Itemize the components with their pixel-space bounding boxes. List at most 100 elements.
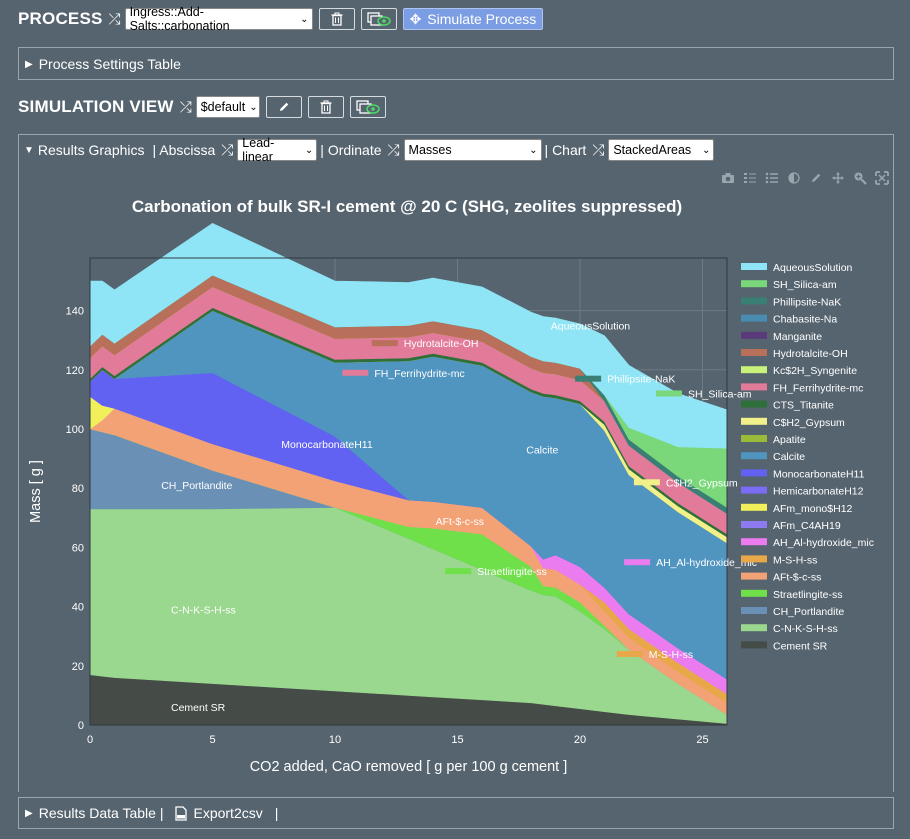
y-tick-label: 20 xyxy=(72,661,84,673)
chevron-down-icon: ⌄ xyxy=(300,13,309,25)
x-tick-label: 25 xyxy=(696,734,708,746)
delete-process-button[interactable] xyxy=(318,8,355,30)
shuffle-icon[interactable]: ⤮ xyxy=(108,10,121,28)
process-settings-panel[interactable]: ▶ Process Settings Table xyxy=(18,47,894,80)
legend-item-label: AFm_C4AH19 xyxy=(773,520,841,532)
results-graphics-panel xyxy=(18,134,894,792)
results-graphics-label[interactable]: Results Graphics xyxy=(37,142,145,158)
y-tick-label: 140 xyxy=(66,306,84,318)
process-title: PROCESS xyxy=(18,9,103,28)
compare-data-icon[interactable] xyxy=(742,171,758,185)
legend-item-label: Kc$2H_Syngenite xyxy=(773,365,857,377)
pan-icon[interactable] xyxy=(830,171,846,185)
legend-swatch xyxy=(741,280,767,288)
legend-item-label: FH_Ferrihydrite-mc xyxy=(773,382,863,394)
legend-swatch xyxy=(741,521,767,528)
simulation-bar: SIMULATION VIEW ⤮ $default ⌄ xyxy=(18,96,386,118)
annotation-label: AH_Al-hydroxide_mic xyxy=(656,557,757,569)
results-bar: ▼ Results Graphics | Abscissa ⤮ Lead-lin… xyxy=(24,136,715,164)
results-data-table-label: Results Data Table | xyxy=(38,805,164,821)
plot-frame xyxy=(89,257,728,726)
shuffle-icon[interactable]: ⤮ xyxy=(221,141,234,159)
shuffle-icon[interactable]: ⤮ xyxy=(179,98,192,116)
y-axis-label: Mass [ g ] xyxy=(28,460,44,523)
process-settings-label: Process Settings Table xyxy=(38,56,181,72)
legend-item-label: M-S-H-ss xyxy=(773,554,817,566)
legend-swatch xyxy=(741,607,767,614)
ordinate-select[interactable]: Masses ⌄ xyxy=(403,139,542,161)
legend-item-label: AH_Al-hydroxide_mic xyxy=(773,537,874,549)
pencil-icon[interactable] xyxy=(808,171,824,185)
x-tick-label: 0 xyxy=(87,734,93,746)
annotation-marker xyxy=(494,446,521,453)
legend-swatch xyxy=(741,469,767,477)
pencil-icon xyxy=(279,102,289,111)
abscissa-label: | Abscissa xyxy=(152,142,216,158)
annotation-label: FH_Ferrihydrite-mc xyxy=(374,368,464,380)
annotation-label: Hydrotalcite-OH xyxy=(404,338,479,350)
legend-item-label: Phillipsite-NaK xyxy=(773,296,841,308)
legend-swatch xyxy=(741,589,767,597)
chevron-down-icon: ⌄ xyxy=(701,144,711,156)
legend-swatch xyxy=(741,400,767,408)
annotation-marker xyxy=(518,322,545,329)
export-csv-button[interactable]: Export2csv xyxy=(193,805,263,821)
expand-triangle-icon: ▶ xyxy=(25,58,33,70)
csv-file-icon[interactable] xyxy=(175,805,188,821)
simulate-process-button[interactable]: ✥ Simulate Process xyxy=(402,8,544,30)
legend-item-label: C-N-K-S-H-ss xyxy=(773,623,838,635)
delete-simulation-button[interactable] xyxy=(307,96,344,118)
annotation-label: CH_Portlandite xyxy=(161,480,232,492)
annotation-label: M-S-H-ss xyxy=(649,649,693,661)
legend-swatch xyxy=(741,297,767,305)
stacked-area-chart[interactable]: 0 20 40 60 80 100 120 140 0 5 10 15 20 25 Carbonation … xyxy=(18,166,894,792)
legend-swatch xyxy=(741,366,767,374)
chart-select[interactable]: StackedAreas ⌄ xyxy=(608,139,715,161)
annotation-marker xyxy=(655,390,682,397)
legend-swatch xyxy=(741,314,767,322)
edit-simulation-button[interactable] xyxy=(265,96,302,118)
process-select[interactable]: Ingress::Add-Salts::carbonation ⌄ xyxy=(124,5,313,33)
annotation-marker xyxy=(249,440,276,447)
annotation-label: Phillipsite-NaK xyxy=(607,374,675,386)
legend-item-label: Manganite xyxy=(773,331,822,343)
legend-item-label: Cement SR xyxy=(773,640,828,652)
zoom-icon[interactable] xyxy=(852,171,868,185)
y-tick-label: 100 xyxy=(66,424,84,436)
autoscale-icon[interactable] xyxy=(874,171,890,185)
list-icon[interactable] xyxy=(764,171,780,185)
results-data-table-panel[interactable]: ▶ Results Data Table | Export2csv | xyxy=(18,797,894,829)
legend-swatch xyxy=(741,349,767,356)
x-tick-label: 20 xyxy=(574,734,586,746)
legend-swatch xyxy=(741,452,767,460)
clone-view-process-button[interactable] xyxy=(360,8,397,30)
annotation-marker xyxy=(371,340,398,347)
legend-swatch xyxy=(741,555,767,563)
contrast-icon[interactable] xyxy=(786,171,802,185)
cogs-icon: ✥ xyxy=(409,10,422,27)
annotation-label: C$H2_Gypsum xyxy=(666,477,738,489)
shuffle-icon[interactable]: ⤮ xyxy=(592,141,605,159)
abscissa-select[interactable]: Lead-linear ⌄ xyxy=(237,136,318,164)
annotation-marker xyxy=(575,375,602,382)
annotation-marker xyxy=(139,606,165,613)
clone-view-simulation-button[interactable] xyxy=(349,96,386,118)
annotation-label: AqueousSolution xyxy=(551,320,631,332)
annotation-label: SH_Silica-am xyxy=(688,388,752,400)
y-tick-label: 0 xyxy=(78,720,84,732)
copy-eye-icon xyxy=(366,12,391,26)
legend-item-label: AqueousSolution xyxy=(773,262,853,274)
chart-title: Carbonation of bulk SR-I cement @ 20 C (… xyxy=(132,197,682,216)
annotation-marker xyxy=(403,517,430,524)
simulation-select[interactable]: $default ⌄ xyxy=(195,96,260,118)
annotation-marker xyxy=(445,568,472,575)
legend-item-label: C$H2_Gypsum xyxy=(773,417,845,429)
separator: | xyxy=(274,805,279,821)
legend-item-label: Chabasite-Na xyxy=(773,314,837,326)
camera-icon[interactable] xyxy=(720,171,736,185)
legend-swatch xyxy=(741,624,767,632)
annotation-marker xyxy=(624,559,651,566)
collapse-triangle-icon[interactable]: ▼ xyxy=(24,144,34,156)
x-axis-label: CO2 added, CaO removed [ g per 100 g cem… xyxy=(250,759,568,775)
shuffle-icon[interactable]: ⤮ xyxy=(387,141,400,159)
